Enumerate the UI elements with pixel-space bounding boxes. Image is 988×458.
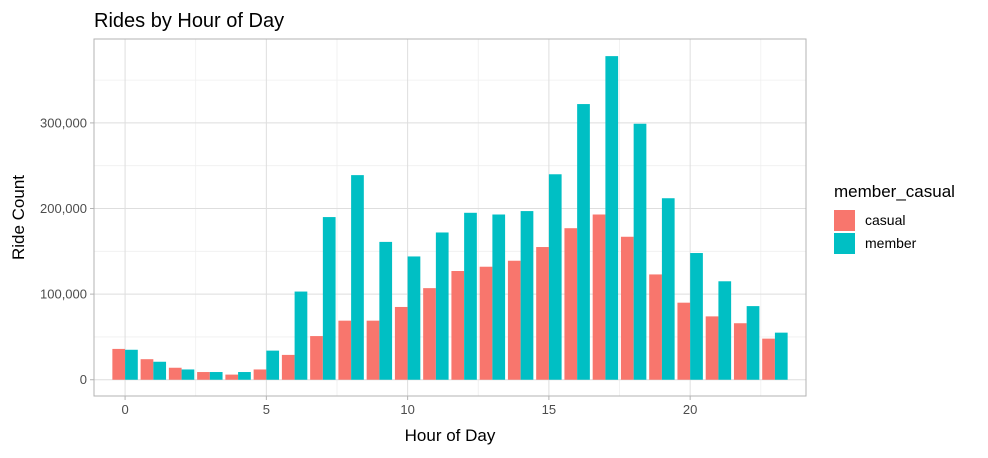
- legend-label-casual: casual: [865, 212, 905, 228]
- bar-member-hour-17: [605, 56, 619, 380]
- bar-member-hour-7: [322, 217, 336, 380]
- x-tick-label: 5: [263, 402, 270, 417]
- bar-member-hour-13: [492, 214, 506, 380]
- bars-layer: [112, 56, 788, 380]
- bar-member-hour-12: [464, 212, 477, 380]
- legend-title: member_casual: [834, 182, 955, 201]
- bar-casual-hour-15: [536, 247, 549, 380]
- bar-casual-hour-3: [197, 372, 210, 380]
- bar-member-hour-20: [690, 253, 703, 380]
- bar-member-hour-14: [520, 211, 534, 380]
- bar-casual-hour-18: [620, 236, 634, 380]
- bar-casual-hour-13: [479, 266, 493, 380]
- y-tick-label: 0: [80, 372, 87, 387]
- bar-member-hour-3: [209, 372, 223, 380]
- bar-casual-hour-11: [423, 288, 436, 380]
- bar-casual-hour-17: [592, 214, 606, 380]
- bar-member-hour-8: [351, 175, 364, 380]
- bar-member-hour-22: [746, 306, 760, 380]
- bar-member-hour-6: [294, 291, 308, 380]
- bar-member-hour-1: [153, 361, 167, 380]
- y-tick-label: 300,000: [40, 115, 87, 130]
- bar-casual-hour-2: [168, 367, 182, 380]
- bar-member-hour-4: [238, 372, 251, 380]
- bar-member-hour-23: [774, 332, 788, 380]
- bar-member-hour-21: [718, 281, 732, 380]
- bar-casual-hour-0: [112, 348, 126, 380]
- bar-casual-hour-6: [281, 354, 295, 380]
- legend-key-casual: [834, 210, 855, 231]
- legend-key-member: [834, 233, 855, 254]
- bar-member-hour-18: [633, 123, 647, 380]
- bar-casual-hour-8: [338, 320, 352, 380]
- y-tick-label: 100,000: [40, 287, 87, 302]
- bar-member-hour-10: [407, 256, 421, 380]
- x-axis-title: Hour of Day: [405, 426, 496, 445]
- x-tick-label: 15: [542, 402, 556, 417]
- panel-border: [93, 38, 807, 397]
- x-tick-label: 0: [121, 402, 128, 417]
- bar-casual-hour-9: [366, 320, 380, 380]
- bar-casual-hour-14: [507, 260, 521, 380]
- bar-member-hour-11: [435, 232, 449, 380]
- bar-member-hour-19: [661, 198, 675, 380]
- bar-member-hour-0: [125, 349, 138, 380]
- bar-member-hour-16: [577, 104, 590, 380]
- bar-casual-hour-23: [762, 338, 775, 380]
- bar-casual-hour-19: [649, 274, 662, 380]
- bar-casual-hour-12: [451, 271, 465, 380]
- legend: member_casual casual member: [834, 182, 955, 254]
- bar-member-hour-15: [548, 174, 562, 380]
- ticks-layer: 0 5 10 15 20 0 100,000 200,000 300,000: [40, 115, 697, 417]
- y-tick-label: 200,000: [40, 201, 87, 216]
- bar-member-hour-9: [379, 241, 393, 380]
- bar-casual-hour-7: [310, 336, 323, 380]
- bar-casual-hour-22: [733, 323, 747, 380]
- bar-casual-hour-10: [394, 306, 408, 380]
- bar-casual-hour-16: [564, 228, 578, 380]
- bar-casual-hour-21: [705, 316, 719, 380]
- chart-title: Rides by Hour of Day: [94, 10, 284, 32]
- x-tick-label: 10: [400, 402, 414, 417]
- legend-label-member: member: [865, 235, 917, 251]
- y-axis-title: Ride Count: [9, 175, 28, 260]
- bar-casual-hour-1: [140, 359, 154, 380]
- bar-member-hour-5: [266, 350, 280, 380]
- bar-casual-hour-20: [677, 302, 691, 380]
- x-tick-label: 20: [683, 402, 697, 417]
- bar-member-hour-2: [181, 369, 195, 380]
- bar-casual-hour-4: [225, 374, 239, 380]
- bar-casual-hour-5: [253, 369, 267, 380]
